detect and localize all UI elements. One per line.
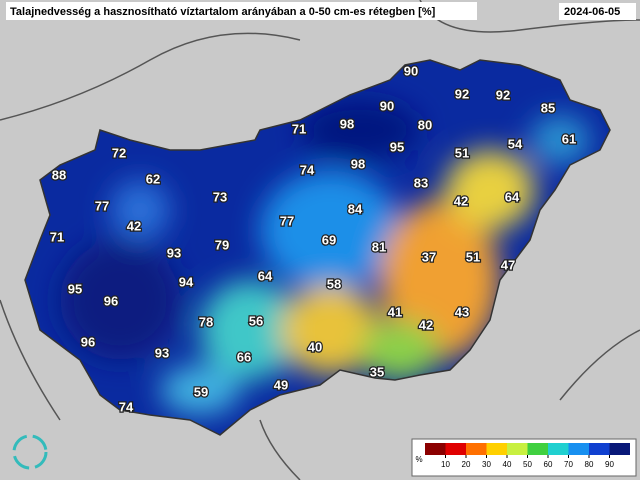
legend-tick-label: 40 — [503, 460, 512, 469]
station-value: 35 — [370, 364, 384, 379]
station-value: 81 — [372, 239, 386, 254]
station-value: 61 — [562, 131, 576, 146]
station-value: 73 — [213, 189, 227, 204]
date: 2024-06-05 — [564, 6, 620, 18]
legend-swatch — [445, 443, 466, 455]
station-value: 93 — [155, 345, 169, 360]
station-value: 42 — [127, 218, 141, 233]
station-value: 69 — [322, 232, 336, 247]
title-box — [6, 2, 477, 20]
station-value: 88 — [52, 167, 66, 182]
station-value: 66 — [237, 349, 251, 364]
legend-swatch — [568, 443, 589, 455]
legend-tick-label: 20 — [462, 460, 471, 469]
title: Talajnedvesség a hasznosítható víztartal… — [10, 6, 436, 18]
station-value: 98 — [351, 156, 365, 171]
station-value: 47 — [501, 257, 515, 272]
station-value: 41 — [388, 304, 402, 319]
date-box — [559, 3, 636, 20]
legend-swatch — [466, 443, 487, 455]
station-value: 42 — [454, 193, 468, 208]
station-value: 51 — [455, 145, 469, 160]
legend-unit: % — [415, 455, 422, 464]
legend-tick-label: 90 — [605, 460, 614, 469]
legend-tick-label: 70 — [564, 460, 573, 469]
legend-swatch — [589, 443, 610, 455]
legend-swatch — [527, 443, 548, 455]
legend-tick-label: 30 — [482, 460, 491, 469]
station-value: 58 — [327, 276, 341, 291]
logo — [12, 434, 48, 470]
station-value: 71 — [50, 229, 64, 244]
station-value: 59 — [194, 384, 208, 399]
legend-tick-label: 60 — [544, 460, 553, 469]
station-value: 71 — [292, 121, 306, 136]
station-value: 72 — [112, 145, 126, 160]
legend-swatch — [486, 443, 507, 455]
station-value: 95 — [390, 139, 404, 154]
legend-tick-label: 80 — [585, 460, 594, 469]
legend-swatch — [609, 443, 630, 455]
station-value: 64 — [258, 268, 273, 283]
station-value: 37 — [422, 249, 436, 264]
legend-swatch — [507, 443, 528, 455]
station-value: 85 — [541, 100, 555, 115]
station-value: 94 — [179, 274, 194, 289]
station-value: 74 — [119, 399, 134, 414]
station-value: 96 — [104, 293, 118, 308]
station-value: 92 — [455, 86, 469, 101]
legend-swatch — [548, 443, 569, 455]
station-value: 74 — [300, 162, 315, 177]
station-value: 40 — [308, 339, 322, 354]
station-value: 93 — [167, 245, 181, 260]
station-value: 64 — [505, 189, 520, 204]
station-value: 95 — [68, 281, 82, 296]
legend-tick-label: 50 — [523, 460, 532, 469]
station-value: 84 — [348, 201, 363, 216]
station-value: 77 — [280, 213, 294, 228]
station-value: 78 — [199, 314, 213, 329]
station-value: 56 — [249, 313, 263, 328]
station-value: 98 — [340, 116, 354, 131]
station-value: 92 — [496, 87, 510, 102]
station-value: 83 — [414, 175, 428, 190]
legend-swatch — [425, 443, 446, 455]
station-value: 42 — [419, 317, 433, 332]
station-value: 62 — [146, 171, 160, 186]
station-value: 43 — [455, 304, 469, 319]
station-value: 80 — [418, 117, 432, 132]
station-value: 90 — [404, 63, 418, 78]
legend-tick-label: 10 — [441, 460, 450, 469]
station-value: 79 — [215, 237, 229, 252]
station-value: 54 — [508, 136, 523, 151]
station-value: 96 — [81, 334, 95, 349]
station-value: 77 — [95, 198, 109, 213]
station-value: 90 — [380, 98, 394, 113]
station-value: 49 — [274, 377, 288, 392]
station-value: 51 — [466, 249, 480, 264]
